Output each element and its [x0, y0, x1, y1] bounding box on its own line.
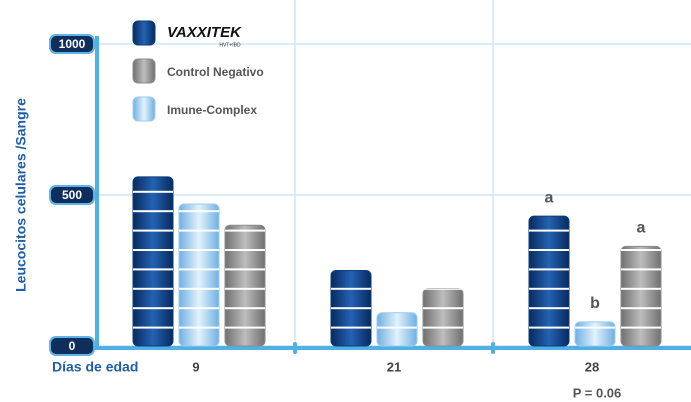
y-tick-label: 1000 — [59, 37, 86, 51]
legend-label: Imune-Complex — [167, 103, 257, 117]
legend-swatch — [132, 58, 156, 84]
bar-segments — [179, 204, 219, 346]
data-label: a — [545, 189, 554, 206]
bar-segments — [331, 270, 371, 346]
bar-segments — [529, 216, 569, 346]
y-tick-label: 500 — [62, 188, 82, 202]
bar-segments — [423, 288, 463, 346]
x-tick-label: 21 — [387, 359, 401, 374]
legend-swatch — [132, 96, 156, 122]
bar-segments — [377, 312, 417, 346]
legend-swatch — [132, 20, 156, 46]
x-tick-label: 9 — [192, 359, 199, 374]
legend-label: VAXXITEK — [167, 24, 242, 41]
x-tick-label: 28 — [585, 359, 599, 374]
bar-segments — [225, 225, 265, 346]
y-tick-label: 0 — [69, 339, 76, 353]
data-label: a — [637, 220, 646, 237]
legend-label: Control Negativo — [167, 65, 264, 79]
data-label: b — [590, 295, 600, 312]
y-axis-label: Leucocitos celulares /Sangre — [13, 98, 29, 292]
y-tick-box — [49, 185, 95, 205]
bar-segments — [575, 321, 615, 346]
logo-subtitle: HVT+IBD — [219, 42, 241, 48]
bar-segments — [621, 246, 661, 346]
y-tick-box — [49, 34, 95, 54]
bar-segments — [133, 176, 173, 346]
x-axis-label: Días de edad — [52, 359, 138, 375]
p-value-note: P = 0.06 — [573, 385, 622, 400]
